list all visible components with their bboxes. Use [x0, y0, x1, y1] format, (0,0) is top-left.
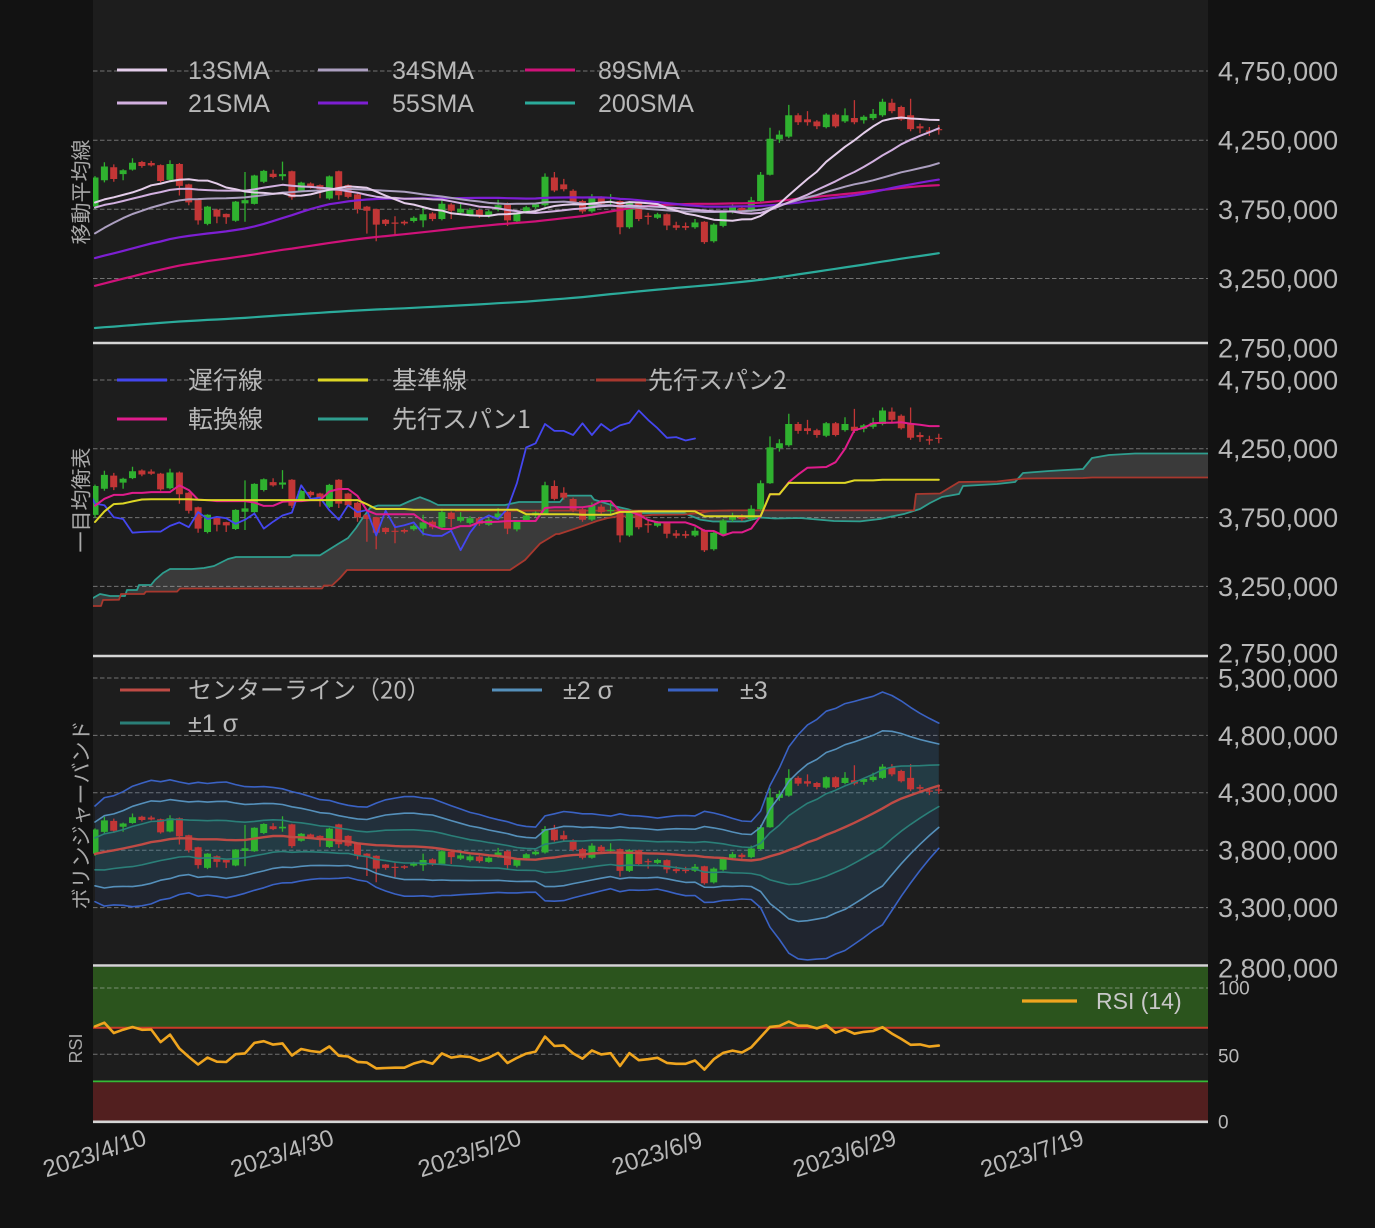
svg-text:13SMA: 13SMA: [188, 57, 270, 85]
svg-text:50: 50: [1218, 1047, 1239, 1068]
svg-text:5,300,000: 5,300,000: [1218, 664, 1338, 694]
svg-text:4,300,000: 4,300,000: [1218, 778, 1338, 808]
svg-text:±2 σ: ±2 σ: [563, 677, 614, 705]
svg-text:3,300,000: 3,300,000: [1218, 893, 1338, 923]
svg-text:2,750,000: 2,750,000: [1218, 639, 1338, 669]
svg-text:4,250,000: 4,250,000: [1218, 434, 1338, 464]
svg-text:4,250,000: 4,250,000: [1218, 126, 1338, 156]
svg-text:±3: ±3: [740, 677, 768, 705]
svg-text:2,800,000: 2,800,000: [1218, 954, 1338, 984]
svg-text:RSI: RSI: [66, 1033, 86, 1063]
svg-text:200SMA: 200SMA: [598, 90, 694, 118]
svg-text:RSI (14): RSI (14): [1096, 988, 1182, 1014]
svg-text:3,750,000: 3,750,000: [1218, 195, 1338, 225]
svg-text:2,750,000: 2,750,000: [1218, 333, 1338, 363]
svg-text:4,750,000: 4,750,000: [1218, 57, 1338, 87]
svg-text:4,750,000: 4,750,000: [1218, 365, 1338, 395]
svg-text:±1 σ: ±1 σ: [188, 710, 239, 738]
svg-text:3,250,000: 3,250,000: [1218, 264, 1338, 294]
svg-text:3,250,000: 3,250,000: [1218, 572, 1338, 602]
svg-text:3,750,000: 3,750,000: [1218, 503, 1338, 533]
svg-text:0: 0: [1218, 1113, 1229, 1134]
svg-text:34SMA: 34SMA: [392, 57, 474, 85]
svg-text:4,800,000: 4,800,000: [1218, 721, 1338, 751]
svg-text:3,800,000: 3,800,000: [1218, 836, 1338, 866]
svg-text:55SMA: 55SMA: [392, 90, 474, 118]
svg-text:89SMA: 89SMA: [598, 57, 680, 85]
svg-text:21SMA: 21SMA: [188, 90, 270, 118]
svg-text:100: 100: [1218, 979, 1250, 1000]
